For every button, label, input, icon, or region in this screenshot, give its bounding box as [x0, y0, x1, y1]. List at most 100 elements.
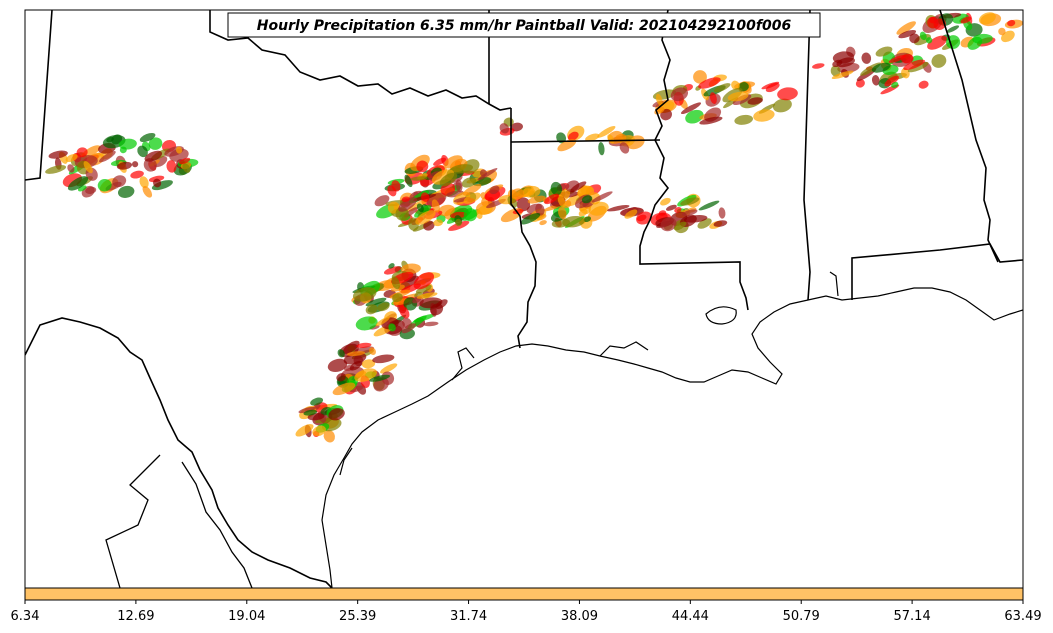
- paintball-blob: [510, 188, 525, 200]
- paintball-blob: [477, 168, 498, 181]
- paintball-blob: [727, 91, 749, 102]
- paintball-blob: [310, 397, 324, 406]
- paintball-blob: [76, 147, 88, 158]
- paintball-blob: [461, 177, 477, 188]
- paintball-blob: [369, 347, 376, 356]
- paintball-blob: [967, 36, 983, 50]
- paintball-blob: [455, 179, 463, 192]
- paintball-blob: [337, 349, 345, 358]
- paintball-blob: [660, 217, 677, 232]
- paintball-blob: [144, 150, 163, 162]
- colorbar-tick-label: 57.14: [894, 609, 931, 624]
- paintball-blob: [713, 220, 728, 227]
- paintball-blob: [660, 197, 671, 206]
- paintball-blob: [898, 29, 917, 39]
- mobile-bay: [829, 271, 839, 297]
- paintball-blob: [148, 137, 163, 150]
- paintball-blob: [777, 87, 798, 101]
- paintball-blob: [153, 178, 162, 188]
- mexico-state-lines: [105, 454, 253, 588]
- paintball-blob: [142, 185, 153, 198]
- paintball-blob: [399, 305, 410, 319]
- colorbar-tick-label: 25.39: [339, 609, 376, 624]
- paintball-blob: [131, 161, 139, 168]
- paintball-blob: [670, 87, 689, 102]
- paintball-blob: [377, 302, 390, 312]
- paintball-blob: [499, 123, 510, 134]
- la-marsh: [599, 341, 649, 357]
- ms-al-border: [803, 10, 811, 301]
- mississippi-river-border: [639, 10, 749, 311]
- paintball-blob: [175, 146, 183, 154]
- paintball-blob: [65, 153, 78, 163]
- paintball-blob: [682, 209, 698, 217]
- paintball-blob: [327, 358, 348, 373]
- paintball-blob: [527, 195, 546, 204]
- paintball-blob: [597, 125, 616, 138]
- paintball-blob: [439, 172, 458, 187]
- paintball-blob: [581, 195, 593, 204]
- paintball-blob: [998, 27, 1006, 36]
- paintball-blob: [388, 323, 396, 332]
- paintball-blob: [416, 160, 429, 173]
- paintball-blob: [118, 138, 137, 150]
- paintball-blob: [48, 150, 68, 159]
- paintball-blob: [295, 424, 314, 437]
- paintball-blob: [433, 219, 443, 227]
- paintball-blob: [871, 75, 880, 86]
- paintball-blob: [891, 81, 899, 88]
- colorbar-tick-label: 12.69: [117, 609, 154, 624]
- paintball-blob: [660, 108, 672, 121]
- paintball-blob: [349, 360, 363, 371]
- paintball-blob: [336, 373, 346, 382]
- paintball-blob: [401, 196, 410, 202]
- paintball-blob: [607, 204, 630, 212]
- paintball-blob: [903, 59, 925, 71]
- paintball-blob: [674, 206, 682, 213]
- paintball-blob: [931, 54, 947, 68]
- paintball-blob: [433, 157, 447, 166]
- paintball-blob: [522, 185, 541, 198]
- coahuila-line: [105, 454, 161, 588]
- paintball-blob: [831, 70, 854, 79]
- paintball-blob: [901, 67, 910, 79]
- paintball-blob: [182, 163, 191, 173]
- paintball-blob: [130, 170, 144, 179]
- colorbar-tick-label: 31.74: [450, 609, 487, 624]
- paintball-blob: [960, 16, 972, 24]
- paintball-blob: [352, 287, 377, 302]
- paintball-blob: [901, 53, 914, 64]
- paintball-blob: [713, 83, 731, 93]
- paintball-blob: [946, 25, 960, 33]
- paintball-blob: [919, 31, 927, 41]
- paintball-blob: [718, 207, 726, 219]
- paintball-blob: [328, 408, 345, 421]
- paintball-blob: [861, 52, 872, 64]
- paintball-blob: [680, 197, 700, 206]
- paintball-blob: [709, 92, 717, 104]
- paintball-blob: [577, 185, 595, 198]
- paintball-blob: [391, 293, 403, 303]
- paintball-blob: [415, 284, 432, 294]
- red-river-border: [209, 10, 512, 111]
- paintball-blob: [116, 161, 133, 170]
- paintball-blob: [365, 304, 378, 315]
- paintball-blob: [557, 194, 566, 208]
- paintball-blob: [918, 80, 929, 89]
- paintball-blob: [437, 204, 455, 217]
- paintball-blob: [624, 209, 638, 219]
- paintball-blob: [416, 203, 424, 213]
- paintball-blob: [139, 176, 149, 189]
- paintball-blob: [388, 263, 395, 269]
- paintball-blob: [342, 340, 360, 354]
- paintball-blob: [753, 109, 775, 122]
- paintball-blob: [570, 181, 587, 193]
- paintball-blob: [365, 297, 387, 307]
- paintball-blob: [489, 185, 500, 195]
- paintball-blob: [117, 185, 135, 198]
- paintball-blob: [372, 354, 395, 364]
- paintball-blob: [179, 157, 191, 165]
- paintball-blob: [391, 276, 400, 290]
- paintball-blob: [673, 221, 687, 231]
- paintball-blob: [550, 181, 563, 196]
